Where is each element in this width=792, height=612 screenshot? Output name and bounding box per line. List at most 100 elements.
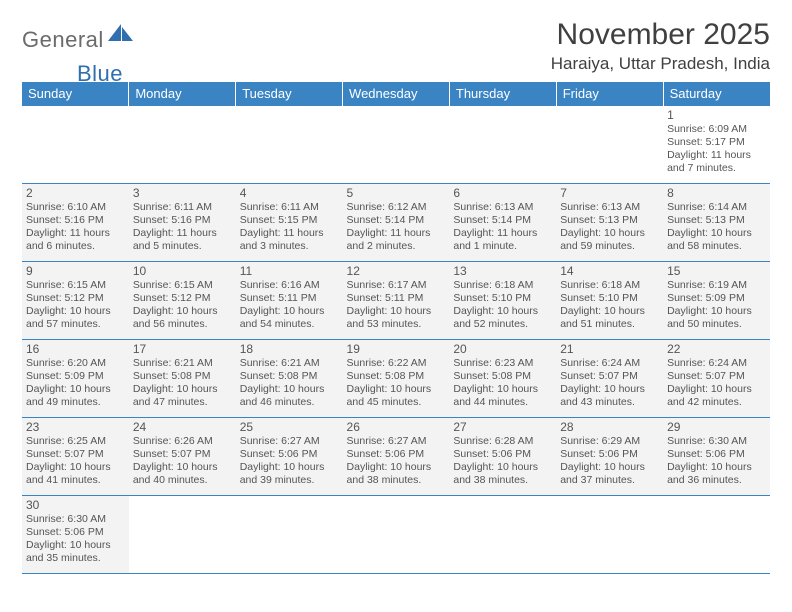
title-block: November 2025 Haraiya, Uttar Pradesh, In… — [551, 18, 770, 74]
day-number: 25 — [240, 420, 339, 434]
calendar-cell — [663, 496, 770, 574]
daylight-line-1: Daylight: 10 hours — [240, 305, 339, 318]
day-number: 18 — [240, 342, 339, 356]
daylight-line-1: Daylight: 10 hours — [26, 461, 125, 474]
sunset-line: Sunset: 5:08 PM — [453, 370, 552, 383]
day-number: 11 — [240, 264, 339, 278]
day-number: 2 — [26, 186, 125, 200]
sunrise-line: Sunrise: 6:29 AM — [560, 435, 659, 448]
sunrise-line: Sunrise: 6:30 AM — [26, 513, 125, 526]
sunset-line: Sunset: 5:08 PM — [240, 370, 339, 383]
sunset-line: Sunset: 5:13 PM — [667, 214, 766, 227]
day-number: 26 — [347, 420, 446, 434]
day-number: 24 — [133, 420, 232, 434]
sunset-line: Sunset: 5:06 PM — [667, 448, 766, 461]
calendar-row: 1Sunrise: 6:09 AMSunset: 5:17 PMDaylight… — [22, 106, 770, 184]
calendar-cell: 15Sunrise: 6:19 AMSunset: 5:09 PMDayligh… — [663, 262, 770, 340]
calendar-row: 9Sunrise: 6:15 AMSunset: 5:12 PMDaylight… — [22, 262, 770, 340]
daylight-line-2: and 43 minutes. — [560, 396, 659, 409]
calendar-cell — [343, 106, 450, 184]
calendar-cell: 6Sunrise: 6:13 AMSunset: 5:14 PMDaylight… — [449, 184, 556, 262]
daylight-line-1: Daylight: 10 hours — [453, 461, 552, 474]
weekday-tuesday: Tuesday — [236, 82, 343, 106]
calendar-cell: 24Sunrise: 6:26 AMSunset: 5:07 PMDayligh… — [129, 418, 236, 496]
day-number: 10 — [133, 264, 232, 278]
weekday-saturday: Saturday — [663, 82, 770, 106]
calendar-cell — [449, 106, 556, 184]
calendar-cell: 26Sunrise: 6:27 AMSunset: 5:06 PMDayligh… — [343, 418, 450, 496]
sunset-line: Sunset: 5:07 PM — [667, 370, 766, 383]
sunset-line: Sunset: 5:11 PM — [240, 292, 339, 305]
daylight-line-1: Daylight: 10 hours — [560, 227, 659, 240]
sunrise-line: Sunrise: 6:12 AM — [347, 201, 446, 214]
daylight-line-1: Daylight: 10 hours — [240, 383, 339, 396]
weekday-friday: Friday — [556, 82, 663, 106]
daylight-line-1: Daylight: 10 hours — [560, 383, 659, 396]
daylight-line-1: Daylight: 10 hours — [667, 305, 766, 318]
sunset-line: Sunset: 5:14 PM — [453, 214, 552, 227]
daylight-line-2: and 5 minutes. — [133, 240, 232, 253]
sunrise-line: Sunrise: 6:11 AM — [240, 201, 339, 214]
daylight-line-1: Daylight: 10 hours — [560, 305, 659, 318]
daylight-line-1: Daylight: 11 hours — [133, 227, 232, 240]
calendar-cell — [129, 496, 236, 574]
sunset-line: Sunset: 5:10 PM — [453, 292, 552, 305]
calendar-cell: 11Sunrise: 6:16 AMSunset: 5:11 PMDayligh… — [236, 262, 343, 340]
calendar-row: 2Sunrise: 6:10 AMSunset: 5:16 PMDaylight… — [22, 184, 770, 262]
calendar-cell — [22, 106, 129, 184]
calendar-cell: 4Sunrise: 6:11 AMSunset: 5:15 PMDaylight… — [236, 184, 343, 262]
sunset-line: Sunset: 5:13 PM — [560, 214, 659, 227]
sunrise-line: Sunrise: 6:19 AM — [667, 279, 766, 292]
day-number: 21 — [560, 342, 659, 356]
calendar-cell: 12Sunrise: 6:17 AMSunset: 5:11 PMDayligh… — [343, 262, 450, 340]
daylight-line-1: Daylight: 11 hours — [667, 149, 766, 162]
sunrise-line: Sunrise: 6:21 AM — [240, 357, 339, 370]
sunset-line: Sunset: 5:16 PM — [133, 214, 232, 227]
calendar-cell — [556, 106, 663, 184]
daylight-line-1: Daylight: 10 hours — [347, 461, 446, 474]
calendar-cell — [343, 496, 450, 574]
day-number: 15 — [667, 264, 766, 278]
calendar-cell: 27Sunrise: 6:28 AMSunset: 5:06 PMDayligh… — [449, 418, 556, 496]
sunset-line: Sunset: 5:12 PM — [133, 292, 232, 305]
sunset-line: Sunset: 5:15 PM — [240, 214, 339, 227]
daylight-line-2: and 1 minute. — [453, 240, 552, 253]
weekday-monday: Monday — [129, 82, 236, 106]
sunrise-line: Sunrise: 6:28 AM — [453, 435, 552, 448]
calendar-cell: 13Sunrise: 6:18 AMSunset: 5:10 PMDayligh… — [449, 262, 556, 340]
daylight-line-2: and 44 minutes. — [453, 396, 552, 409]
daylight-line-1: Daylight: 10 hours — [133, 383, 232, 396]
sunrise-line: Sunrise: 6:17 AM — [347, 279, 446, 292]
sunrise-line: Sunrise: 6:18 AM — [560, 279, 659, 292]
calendar-cell — [129, 106, 236, 184]
daylight-line-1: Daylight: 11 hours — [26, 227, 125, 240]
daylight-line-2: and 41 minutes. — [26, 474, 125, 487]
daylight-line-1: Daylight: 11 hours — [347, 227, 446, 240]
daylight-line-2: and 37 minutes. — [560, 474, 659, 487]
day-number: 5 — [347, 186, 446, 200]
sunrise-line: Sunrise: 6:30 AM — [667, 435, 766, 448]
daylight-line-1: Daylight: 10 hours — [667, 461, 766, 474]
daylight-line-1: Daylight: 10 hours — [133, 305, 232, 318]
sunset-line: Sunset: 5:06 PM — [26, 526, 125, 539]
calendar-cell: 29Sunrise: 6:30 AMSunset: 5:06 PMDayligh… — [663, 418, 770, 496]
daylight-line-2: and 39 minutes. — [240, 474, 339, 487]
sunset-line: Sunset: 5:06 PM — [560, 448, 659, 461]
calendar-cell: 20Sunrise: 6:23 AMSunset: 5:08 PMDayligh… — [449, 340, 556, 418]
daylight-line-2: and 47 minutes. — [133, 396, 232, 409]
sunset-line: Sunset: 5:12 PM — [26, 292, 125, 305]
sunrise-line: Sunrise: 6:27 AM — [240, 435, 339, 448]
calendar-cell — [236, 496, 343, 574]
daylight-line-2: and 54 minutes. — [240, 318, 339, 331]
calendar-row: 23Sunrise: 6:25 AMSunset: 5:07 PMDayligh… — [22, 418, 770, 496]
sunset-line: Sunset: 5:08 PM — [133, 370, 232, 383]
sunrise-line: Sunrise: 6:16 AM — [240, 279, 339, 292]
sunrise-line: Sunrise: 6:24 AM — [560, 357, 659, 370]
calendar-cell: 28Sunrise: 6:29 AMSunset: 5:06 PMDayligh… — [556, 418, 663, 496]
sunset-line: Sunset: 5:14 PM — [347, 214, 446, 227]
daylight-line-1: Daylight: 10 hours — [240, 461, 339, 474]
calendar-cell: 25Sunrise: 6:27 AMSunset: 5:06 PMDayligh… — [236, 418, 343, 496]
sunset-line: Sunset: 5:09 PM — [667, 292, 766, 305]
daylight-line-2: and 57 minutes. — [26, 318, 125, 331]
sunset-line: Sunset: 5:07 PM — [133, 448, 232, 461]
